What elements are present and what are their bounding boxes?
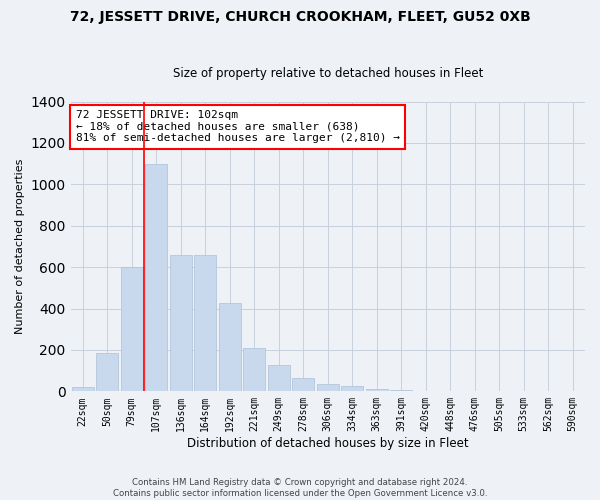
Bar (243, 348, 265, 392)
Bar (72, 387, 94, 392)
Bar (366, 390, 388, 392)
Bar (415, 390, 437, 392)
Bar (317, 384, 339, 392)
Bar (170, 254, 192, 392)
Bar (292, 378, 314, 392)
Bar (121, 267, 143, 392)
Text: 72 JESSETT DRIVE: 102sqm
← 18% of detached houses are smaller (638)
81% of semi-: 72 JESSETT DRIVE: 102sqm ← 18% of detach… (76, 110, 400, 144)
Title: Size of property relative to detached houses in Fleet: Size of property relative to detached ho… (173, 66, 483, 80)
Bar (96, 353, 118, 392)
X-axis label: Distribution of detached houses by size in Fleet: Distribution of detached houses by size … (187, 437, 469, 450)
Text: 72, JESSETT DRIVE, CHURCH CROOKHAM, FLEET, GU52 0XB: 72, JESSETT DRIVE, CHURCH CROOKHAM, FLEE… (70, 10, 530, 24)
Bar (341, 386, 363, 392)
Bar (390, 390, 412, 392)
Text: Contains HM Land Registry data © Crown copyright and database right 2024.
Contai: Contains HM Land Registry data © Crown c… (113, 478, 487, 498)
Y-axis label: Number of detached properties: Number of detached properties (15, 158, 25, 334)
Bar (219, 304, 241, 392)
Bar (194, 254, 217, 392)
Bar (268, 366, 290, 392)
Bar (145, 164, 167, 392)
